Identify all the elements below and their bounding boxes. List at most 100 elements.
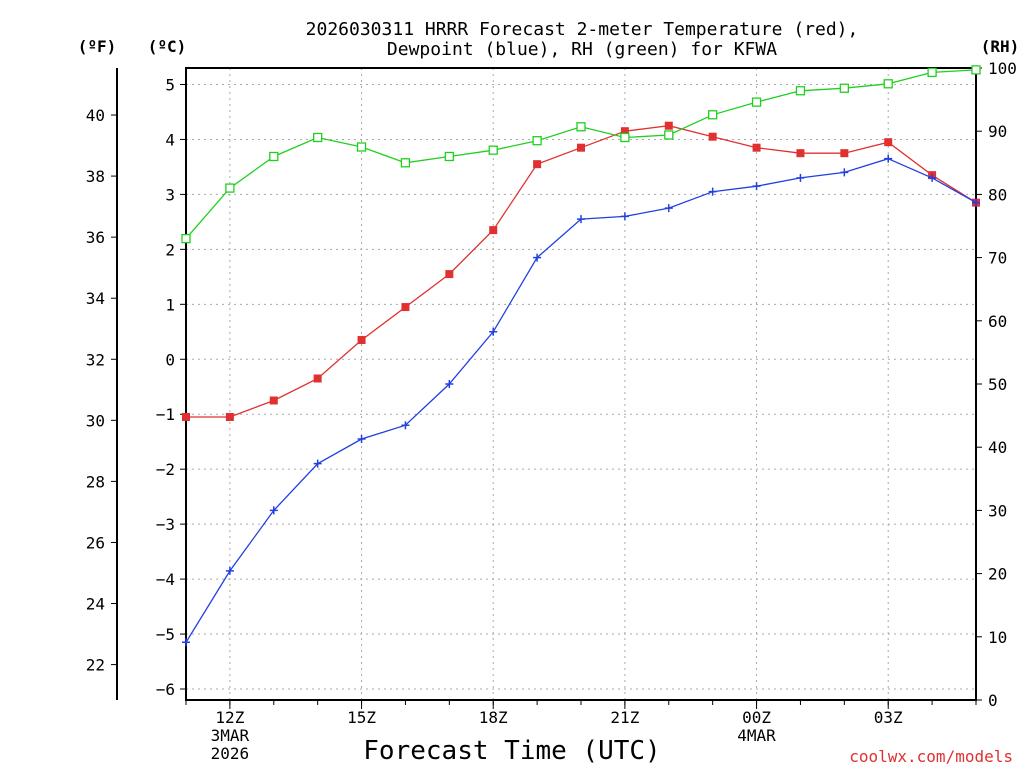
rh-point: [313, 132, 323, 143]
fahrenheit-tick-label: 40: [86, 106, 105, 125]
celsius-tick-label: 2: [165, 240, 175, 259]
fahrenheit-tick-label: 26: [86, 533, 105, 552]
plot-frame: [185, 67, 977, 701]
celsius-tick-label: 3: [165, 185, 175, 204]
x-tick-label: 00Z: [742, 708, 771, 727]
fahrenheit-tick-label: 22: [86, 656, 105, 675]
rh-point: [927, 67, 937, 78]
grid: [186, 68, 976, 700]
rh-point: [883, 79, 893, 89]
rh-point: [839, 83, 849, 93]
celsius-tick-label: −2: [156, 460, 175, 479]
temperature-point: [533, 160, 542, 169]
rh-tick-label: 0: [988, 691, 998, 710]
x-tick-label: 12Z: [215, 708, 244, 727]
rh-tick-label: 60: [988, 312, 1007, 331]
dewpoint-point: [840, 168, 849, 177]
dewpoint-point: [225, 566, 234, 575]
celsius-tick-label: −4: [156, 570, 175, 589]
rh-point: [488, 145, 498, 155]
temperature-point: [840, 149, 849, 158]
rh-point: [181, 233, 191, 244]
rh-tick-label: 90: [988, 122, 1007, 141]
rh-point: [356, 142, 367, 152]
axes: 22242628303234363840−6−5−4−3−2−101234501…: [86, 59, 1017, 763]
rh-point: [576, 122, 586, 132]
dewpoint-point: [182, 638, 190, 647]
fahrenheit-tick-label: 38: [86, 167, 105, 186]
rh-point: [225, 183, 235, 193]
fahrenheit-unit-label: (ºF): [78, 37, 117, 56]
rh-point: [400, 158, 411, 168]
rh-tick-label: 40: [988, 438, 1007, 457]
temperature-point: [445, 270, 454, 279]
fahrenheit-tick-label: 28: [86, 472, 105, 491]
celsius-tick-label: −6: [156, 680, 175, 699]
dewpoint-point: [401, 421, 410, 430]
celsius-unit-label: (ºC): [148, 37, 187, 56]
temperature-point: [884, 138, 893, 147]
temperature-point: [796, 149, 805, 158]
celsius-tick-label: 5: [165, 75, 175, 94]
dewpoint-point: [445, 380, 454, 388]
rh-tick-label: 50: [988, 375, 1007, 394]
rh-tick-label: 70: [988, 249, 1007, 268]
temperature-point: [620, 127, 629, 136]
dewpoint-point: [357, 434, 366, 443]
rh-point: [444, 151, 454, 162]
fahrenheit-tick-label: 36: [86, 228, 105, 247]
rh-point: [708, 110, 718, 120]
rh-tick-label: 80: [988, 185, 1007, 204]
rh-point: [620, 132, 630, 143]
temperature-point: [489, 226, 498, 235]
temperature-point: [313, 374, 322, 383]
dewpoint-point: [533, 253, 542, 262]
x-tick-label: 15Z: [347, 708, 376, 727]
credit-label: coolwx.com/models: [849, 747, 1013, 766]
celsius-tick-label: −5: [156, 625, 175, 644]
x-tick-label: 4MAR: [737, 726, 776, 745]
fahrenheit-tick-label: 30: [86, 411, 105, 430]
x-tick-label: 18Z: [479, 708, 508, 727]
rh-point: [795, 86, 806, 96]
celsius-tick-label: −1: [156, 405, 175, 424]
temperature-point: [182, 412, 190, 421]
dewpoint-point: [577, 215, 585, 224]
temperature-point: [708, 132, 717, 141]
dewpoint-point: [664, 204, 673, 213]
x-tick-label: 21Z: [610, 708, 639, 727]
rh-unit-label: (RH): [981, 37, 1020, 56]
rh-tick-label: 30: [988, 501, 1007, 520]
rh-tick-label: 20: [988, 565, 1007, 584]
chart-title-line-2: Dewpoint (blue), RH (green) for KFWA: [387, 39, 777, 60]
fahrenheit-tick-label: 34: [86, 289, 105, 308]
fahrenheit-tick-label: 24: [86, 595, 105, 614]
dewpoint-point: [269, 506, 278, 515]
rh-tick-label: 10: [988, 628, 1007, 647]
x-tick-label: 2026: [211, 744, 250, 763]
temperature-point: [577, 143, 585, 152]
dewpoint-point: [752, 182, 761, 191]
series-layer: [181, 65, 981, 647]
celsius-tick-label: 0: [165, 350, 175, 369]
temperature-point: [401, 303, 410, 312]
temperature-point: [225, 412, 234, 421]
dewpoint-point: [620, 212, 629, 221]
temperature-point: [269, 396, 278, 405]
celsius-tick-label: 1: [165, 295, 175, 314]
celsius-tick-label: 4: [165, 130, 175, 149]
dewpoint-line: [185, 158, 977, 643]
rh-point: [971, 65, 981, 75]
celsius-tick-label: −3: [156, 515, 175, 534]
dewpoint-point: [928, 173, 937, 182]
x-axis-title: Forecast Time (UTC): [363, 736, 660, 766]
x-tick-label: 3MAR: [211, 726, 250, 745]
dewpoint-point: [489, 327, 498, 336]
temperature-line: [186, 125, 977, 418]
rh-point: [269, 151, 279, 162]
rh-point: [664, 130, 674, 140]
dewpoint-point: [796, 173, 805, 182]
temperature-point: [357, 336, 366, 345]
fahrenheit-tick-label: 32: [86, 350, 105, 369]
